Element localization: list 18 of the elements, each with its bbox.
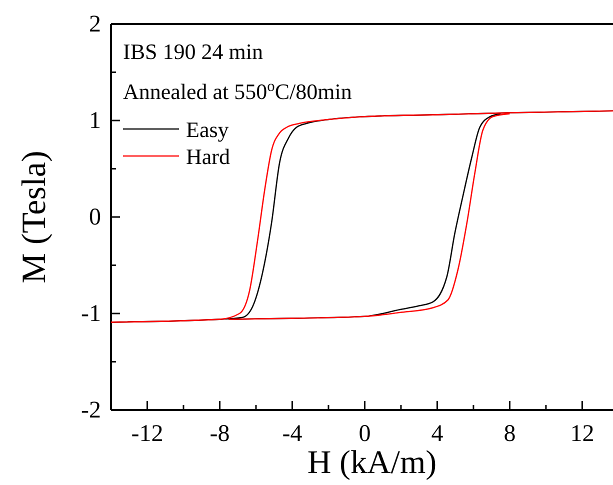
x-tick-label: -8 xyxy=(210,421,230,448)
y-tick-label: 2 xyxy=(89,12,101,38)
x-tick-label: -4 xyxy=(282,421,302,448)
y-tick-label: -1 xyxy=(81,301,101,328)
legend-label: Easy xyxy=(186,117,229,142)
y-axis-title: M (Tesla) xyxy=(16,150,53,284)
x-tick-label: 12 xyxy=(570,421,594,448)
y-tick-label: 1 xyxy=(89,108,101,134)
annotation: IBS 190 24 min xyxy=(123,39,263,64)
x-axis-title: H (kA/m) xyxy=(307,445,437,481)
x-tick-label: -12 xyxy=(131,421,164,448)
annotation: Annealed at 550$^{o}$C/80min xyxy=(123,78,352,104)
x-tick-label: 4 xyxy=(431,421,444,448)
y-tick-label: -2 xyxy=(81,398,101,424)
y-tick-label: 0 xyxy=(89,204,101,231)
x-tick-label: 0 xyxy=(358,421,371,448)
legend-label: Hard xyxy=(186,144,230,169)
x-tick-label: 8 xyxy=(504,421,516,448)
